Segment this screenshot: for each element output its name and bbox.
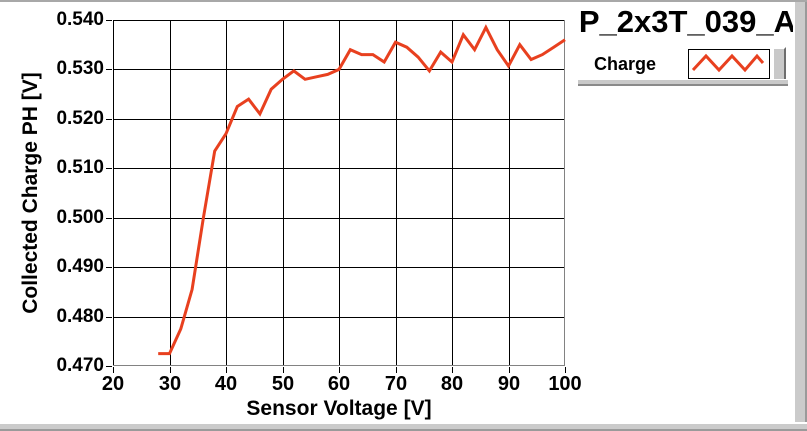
right-panel-bevel (793, 2, 807, 431)
graph-title: P_2x3T_039_A (578, 4, 796, 39)
legend-scroll-handle[interactable] (772, 47, 786, 81)
legend-shelf-bevel (578, 79, 788, 86)
y-axis-title: Collected Charge PH [V] (19, 72, 42, 314)
bottom-panel-bevel (0, 422, 807, 431)
legend-series-label: Charge (594, 54, 657, 74)
zigzag-line-icon (691, 53, 765, 73)
plot-legend: Charge (578, 44, 790, 86)
legend-line-sample[interactable] (688, 49, 770, 79)
data-series-charge (158, 24, 566, 356)
x-axis-title: Sensor Voltage [V] (246, 397, 432, 420)
